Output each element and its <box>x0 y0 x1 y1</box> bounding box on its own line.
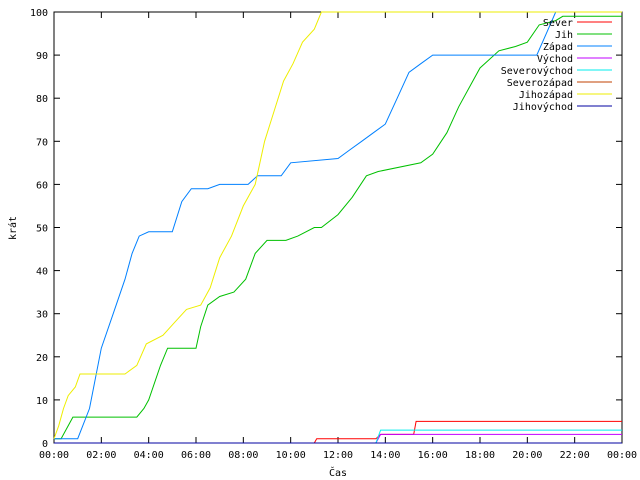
y-tick-label: 100 <box>30 8 48 19</box>
x-tick-label: 02:00 <box>86 450 116 461</box>
x-tick-label: 22:00 <box>560 450 590 461</box>
y-tick-label: 80 <box>36 94 48 105</box>
y-tick-label: 60 <box>36 180 48 191</box>
legend-label-4: Východ <box>537 53 573 65</box>
legend-label-8: Jihovýchod <box>513 101 573 113</box>
x-tick-label: 00:00 <box>607 450 637 461</box>
y-tick-label: 30 <box>36 310 48 321</box>
x-tick-label: 10:00 <box>276 450 306 461</box>
x-tick-label: 08:00 <box>228 450 258 461</box>
legend-label-5: Severovýchod <box>501 65 573 77</box>
x-tick-label: 14:00 <box>370 450 400 461</box>
y-tick-label: 70 <box>36 137 48 148</box>
y-tick-label: 20 <box>36 353 48 364</box>
legend-label-2: Jih <box>555 30 573 41</box>
y-tick-label: 10 <box>36 396 48 407</box>
series-line-7 <box>53 11 622 439</box>
legend-label-3: Západ <box>543 41 573 53</box>
legend-label-7: Jihozápad <box>519 89 573 101</box>
x-tick-label: 12:00 <box>323 450 353 461</box>
x-axis-title: Čas <box>329 466 347 479</box>
axis-tick-labels: 0 10 20 30 40 50 60 70 80 90 100 00:00 02:00 04:00 06:… <box>30 8 637 461</box>
y-tick-label: 0 <box>42 439 48 450</box>
x-tick-label: 18:00 <box>465 450 495 461</box>
x-tick-label: 04:00 <box>134 450 164 461</box>
x-tick-label: 20:00 <box>512 450 542 461</box>
y-axis-title: krát <box>7 216 19 240</box>
y-tick-label: 90 <box>36 51 48 62</box>
legend: SeverJihZápadVýchodSeverovýchodSeverozáp… <box>501 18 612 113</box>
y-tick-label: 40 <box>36 267 48 278</box>
legend-label-6: Severozápad <box>507 77 573 89</box>
x-tick-label: 06:00 <box>181 450 211 461</box>
series-lines <box>53 11 622 444</box>
legend-label-1: Sever <box>543 18 573 29</box>
x-tick-label: 16:00 <box>418 450 448 461</box>
x-tick-label: 00:00 <box>39 450 69 461</box>
series-line-2 <box>54 15 622 440</box>
series-line-1 <box>54 420 622 444</box>
y-tick-label: 50 <box>36 224 48 235</box>
